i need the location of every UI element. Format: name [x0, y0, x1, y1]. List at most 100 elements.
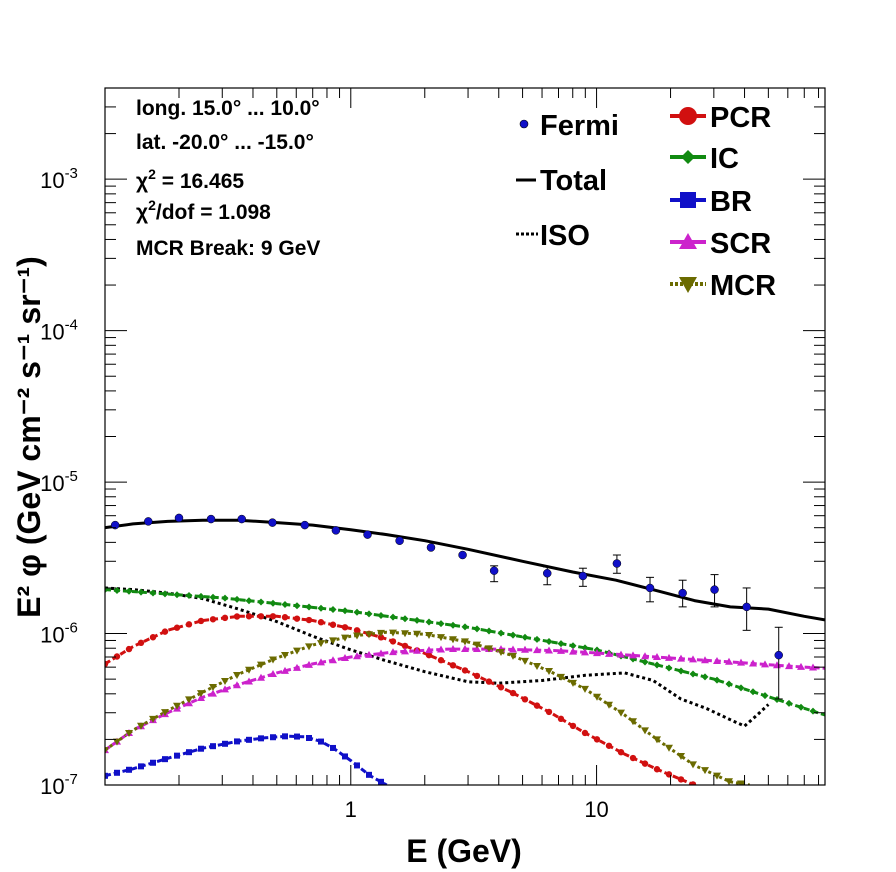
marker-ic	[413, 616, 421, 624]
legend-fermi-label: Fermi	[540, 110, 619, 142]
legend-iso: ISO	[516, 220, 590, 252]
marker-mcr	[105, 747, 109, 755]
marker-br	[186, 749, 192, 756]
marker-pcr	[221, 614, 229, 622]
marker-br	[174, 752, 180, 759]
legend-ic-label: IC	[710, 143, 739, 175]
marker-ic	[737, 684, 745, 692]
marker-scr	[677, 654, 685, 662]
marker-pcr	[137, 639, 145, 647]
marker-scr	[221, 685, 229, 693]
marker-pcr	[533, 702, 541, 709]
chi2dof-value: /dof = 1.098	[156, 201, 271, 224]
marker-mcr	[677, 753, 685, 761]
marker-pcr	[245, 613, 253, 620]
marker-scr	[365, 650, 373, 658]
fermi-point	[268, 518, 277, 527]
marker-mcr	[209, 684, 217, 692]
marker-scr	[413, 646, 421, 654]
marker-mcr	[257, 661, 265, 669]
fermi-point	[144, 517, 153, 526]
chi2-symbol: χ	[136, 170, 148, 193]
marker-pcr	[173, 624, 181, 631]
marker-scr	[209, 689, 217, 697]
marker-mcr	[197, 690, 205, 698]
marker-br	[246, 736, 252, 743]
marker-mcr	[725, 778, 733, 785]
marker-ic	[341, 607, 349, 615]
marker-scr	[653, 653, 661, 661]
chi2-value: = 16.465	[156, 170, 244, 193]
marker-scr	[233, 681, 241, 689]
marker-pcr	[389, 638, 397, 645]
marker-scr	[257, 673, 265, 681]
marker-pcr	[353, 627, 361, 634]
marker-mcr	[497, 649, 505, 657]
marker-mcr	[617, 709, 625, 717]
fermi-point	[612, 559, 622, 568]
series-line-pcr	[105, 614, 699, 785]
marker-pcr	[317, 619, 325, 626]
marker-pcr	[569, 722, 577, 730]
marker-pcr	[689, 781, 697, 785]
marker-scr	[437, 645, 445, 653]
info-latitude: lat. -20.0° ... -15.0°	[136, 131, 314, 154]
marker-ic	[785, 699, 793, 707]
marker-pcr	[653, 766, 661, 773]
marker-ic	[125, 587, 133, 595]
marker-ic	[581, 644, 589, 652]
marker-ic	[329, 606, 337, 614]
y-tick-label: 10-3	[40, 165, 78, 193]
marker-pcr	[581, 729, 589, 737]
marker-ic	[401, 615, 409, 623]
marker-scr	[449, 645, 457, 653]
marker-scr	[569, 647, 577, 655]
legend-fermi-marker	[519, 119, 529, 129]
fermi-point	[645, 583, 655, 593]
marker-ic	[713, 676, 721, 684]
marker-mcr	[317, 640, 325, 648]
marker-scr	[305, 660, 313, 668]
marker-br	[282, 733, 288, 740]
marker-pcr	[485, 678, 493, 685]
marker-mcr	[281, 651, 289, 659]
marker-mcr	[713, 772, 721, 780]
marker-ic	[365, 610, 373, 618]
fermi-point	[710, 585, 719, 594]
marker-mcr	[173, 702, 181, 710]
x-tick-label: 1	[345, 797, 357, 822]
legend-br-marker	[680, 192, 696, 208]
marker-mcr	[557, 673, 565, 681]
marker-mcr	[461, 638, 469, 646]
marker-pcr	[341, 624, 349, 631]
marker-pcr	[377, 634, 385, 641]
marker-pcr	[473, 672, 481, 680]
marker-pcr	[509, 689, 517, 697]
marker-pcr	[617, 748, 625, 756]
marker-br	[162, 756, 168, 763]
marker-ic	[269, 599, 277, 607]
marker-mcr	[425, 631, 433, 639]
fermi-point	[678, 588, 687, 598]
chi2-sup: 2	[148, 166, 156, 182]
marker-pcr	[185, 621, 193, 628]
marker-pcr	[461, 667, 469, 674]
chi2dof-symbol: χ	[136, 201, 148, 224]
legend-fermi: Fermi	[519, 110, 619, 142]
y-tick-label: 10-6	[40, 620, 78, 648]
marker-ic	[281, 600, 289, 608]
marker-mcr	[473, 641, 481, 649]
marker-br	[198, 745, 204, 752]
marker-ic	[641, 658, 649, 666]
marker-pcr	[233, 613, 241, 620]
marker-pcr	[677, 776, 685, 783]
marker-mcr	[521, 657, 529, 665]
fermi-point	[426, 543, 436, 552]
marker-ic	[665, 664, 673, 672]
marker-scr	[341, 654, 349, 662]
legend-pcr: PCR	[670, 102, 771, 134]
marker-mcr	[113, 738, 121, 746]
marker-br	[354, 762, 360, 769]
legend-scr-label: SCR	[710, 228, 771, 260]
